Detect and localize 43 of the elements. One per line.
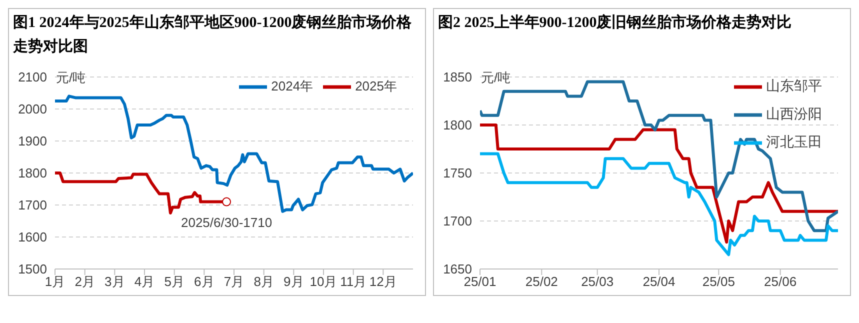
line-series: [55, 94, 413, 213]
chart-title: 图2 2025上半年900-1200废旧钢丝胎市场价格走势对比: [437, 13, 793, 33]
x-tick-label: 25/05: [702, 274, 735, 290]
legend-label: 河北玉田: [766, 134, 822, 150]
x-tick-label: 10月: [310, 274, 338, 290]
y-tick-label: 1850: [443, 70, 472, 85]
y-axis-title: 元/吨: [56, 70, 86, 85]
x-tick-label: 25/03: [581, 274, 614, 290]
y-tick-label: 1650: [443, 262, 472, 277]
legend-label: 山西汾阳: [766, 106, 822, 122]
y-tick-label: 1500: [18, 262, 47, 277]
legend-label: 山东邹平: [766, 78, 822, 94]
chart-title: 图1 2024年与2025年山东邹平地区900-1200废钢丝胎市场价格走势对比图: [12, 13, 413, 57]
y-tick-label: 2000: [18, 102, 47, 117]
y-tick-label: 1800: [443, 118, 472, 133]
x-tick-label: 25/06: [764, 274, 797, 290]
y-tick-label: 1700: [18, 198, 47, 213]
y-axis-title: 元/吨: [481, 70, 511, 85]
annotation: 2025/6/30-1710: [180, 215, 272, 230]
y-tick-label: 1900: [18, 134, 47, 149]
x-tick-label: 4月: [134, 274, 155, 290]
y-tick-label: 1750: [443, 166, 472, 181]
x-tick-label: 8月: [254, 274, 274, 290]
x-tick-label: 25/01: [464, 274, 496, 290]
x-tick-label: 25/02: [525, 274, 558, 290]
x-tick-label: 11月: [340, 274, 367, 290]
x-tick-label: 1月: [44, 274, 66, 290]
y-tick-label: 1800: [18, 166, 47, 181]
x-tick-label: 6月: [194, 274, 214, 290]
x-tick-label: 9月: [284, 274, 304, 290]
x-tick-label: 7月: [224, 274, 244, 290]
x-tick-label: 12月: [369, 274, 397, 290]
x-tick-label: 2月: [74, 274, 95, 290]
x-tick-label: 5月: [164, 274, 184, 290]
legend-label: 2025年: [355, 78, 397, 94]
legend-label: 2024年: [271, 78, 314, 94]
y-tick-label: 2100: [18, 70, 47, 85]
y-tick-label: 1700: [443, 214, 472, 229]
y-tick-label: 1600: [18, 230, 47, 245]
line-series: [480, 124, 838, 244]
x-tick-label: 3月: [104, 274, 125, 290]
line-series: [480, 152, 838, 256]
x-tick-label: 25/04: [642, 274, 676, 290]
